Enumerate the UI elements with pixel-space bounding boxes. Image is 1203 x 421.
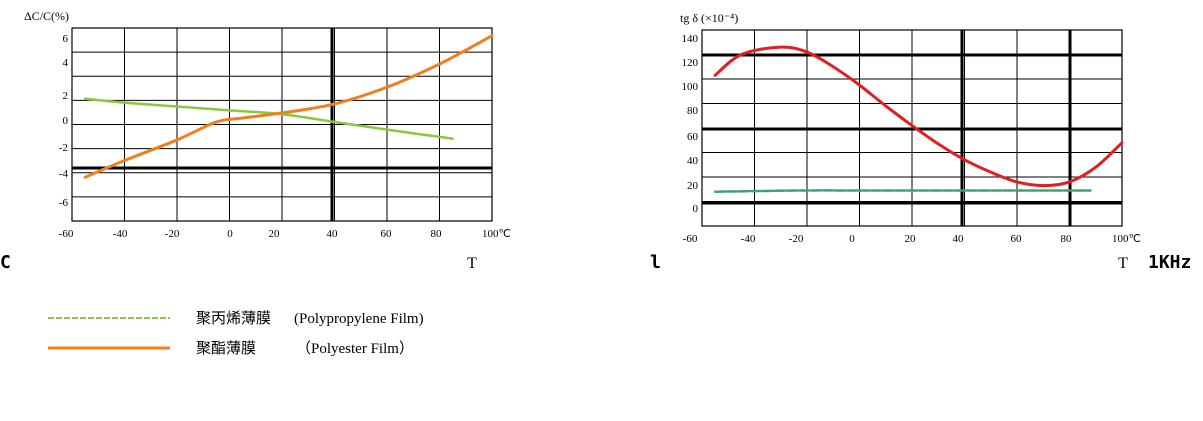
- x-tick-label: -20: [789, 233, 804, 245]
- y-tick-label: 20: [687, 180, 699, 192]
- x-tick-label: 80: [1061, 233, 1073, 245]
- side-label: l: [650, 252, 661, 273]
- series-line-polypropylene: [713, 189, 1092, 193]
- y-axis-label: tg δ (×10⁻⁴): [680, 11, 738, 25]
- x-unit-label: 100℃: [482, 228, 511, 240]
- y-tick-label: 40: [687, 155, 699, 167]
- y-tick-label: 2: [63, 90, 69, 102]
- grid: [701, 29, 1123, 227]
- y-tick-label: 140: [682, 33, 699, 45]
- y-tick-label: 0: [63, 115, 69, 127]
- x-tick-label: 60: [1011, 233, 1023, 245]
- y-axis-label: ΔC/C(%): [24, 9, 69, 23]
- y-tick-label: 120: [682, 57, 699, 69]
- y-tick-label: 4: [63, 57, 69, 69]
- plot-frame: [701, 29, 1123, 227]
- x-tick-label: -60: [59, 228, 74, 240]
- x-tick-label: 0: [227, 228, 233, 240]
- x-axis-label: T: [1118, 255, 1128, 272]
- series-line-polypropylene: [83, 97, 454, 140]
- grid: [71, 27, 493, 222]
- x-tick-label: 0: [849, 233, 855, 245]
- x-tick-label: 60: [381, 228, 393, 240]
- plot-frame: [71, 27, 493, 222]
- y-tick-label: 100: [682, 81, 699, 93]
- x-tick-label: 40: [953, 233, 965, 245]
- x-tick-label: 40: [327, 228, 339, 240]
- x-unit-label: 100℃: [1112, 233, 1141, 245]
- y-tick-label: -6: [59, 197, 69, 209]
- y-tick-label: 6: [63, 33, 69, 45]
- legend-label-en: (Polypropylene Film): [294, 311, 424, 327]
- y-tick-label: -4: [59, 168, 69, 180]
- y-tick-label: 60: [687, 131, 699, 143]
- frequency-label: 1KHz: [1148, 252, 1191, 273]
- x-tick-label: -40: [113, 228, 128, 240]
- legend-label-cn: 聚酯薄膜: [196, 339, 256, 357]
- capacitance-change-chart: -60 -40 -20 0 20 40 60 80 100℃6420-2-4-6ΔC/C(%)C…: [0, 9, 511, 273]
- side-label: C: [0, 252, 11, 273]
- x-tick-label: -40: [741, 233, 756, 245]
- dissipation-factor-chart: -60 -40 -20 0 20 40 60 80 100℃ 140 120 100 80 60 40 20 0…: [650, 11, 1191, 273]
- series-line-polyester: [713, 45, 1124, 188]
- legend: 聚丙烯薄膜 (Polypropylene Film) 聚酯薄膜 （Polyester …: [48, 309, 424, 357]
- series-line-polyester: [83, 34, 494, 179]
- x-tick-label: -60: [683, 233, 698, 245]
- legend-label-en: （Polyester Film）: [296, 340, 414, 357]
- x-tick-label: 80: [431, 228, 443, 240]
- x-tick-label: -20: [165, 228, 180, 240]
- x-tick-label: 20: [269, 228, 281, 240]
- legend-label-cn: 聚丙烯薄膜: [196, 309, 271, 327]
- y-tick-label: -2: [59, 142, 68, 154]
- x-tick-label: 20: [905, 233, 917, 245]
- y-tick-label: 80: [687, 105, 699, 117]
- y-tick-label: 0: [693, 203, 699, 215]
- x-axis-label: T: [467, 255, 477, 272]
